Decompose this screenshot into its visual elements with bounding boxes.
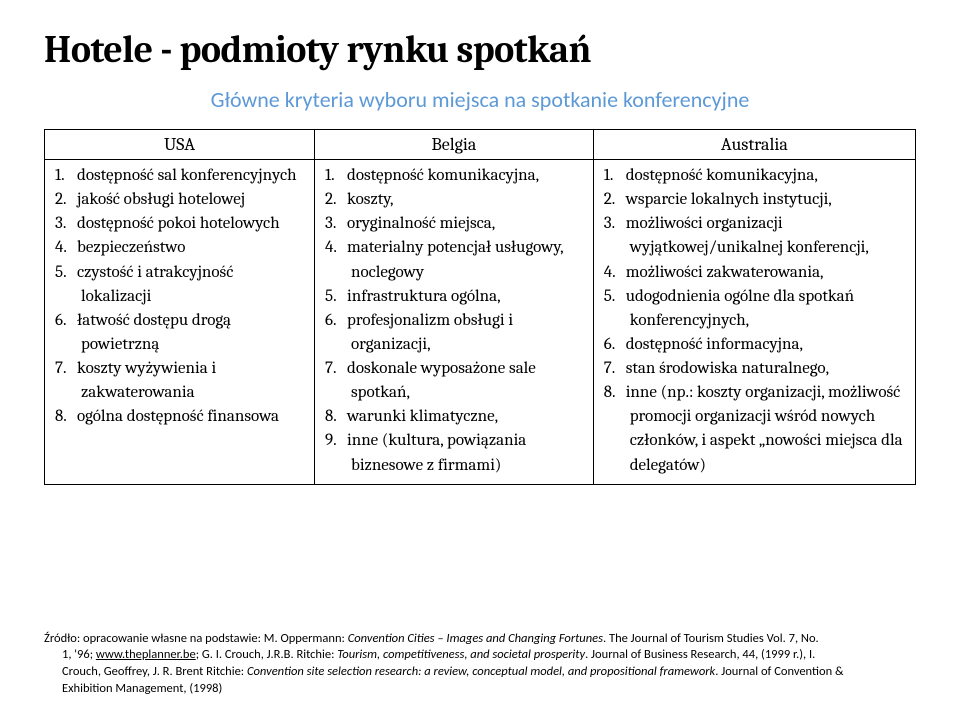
criteria-table: USA Belgia Australia dostępność sal konf…	[44, 129, 916, 485]
source-line3b: . Journal of Convention &	[715, 664, 843, 679]
source-citation: Źródło: opracowanie własne na podstawie:…	[44, 631, 916, 699]
list-item: materialny potencjał usługowy, noclegowy	[325, 236, 583, 284]
list-item: profesjonalizm obsługi i organizacji,	[325, 309, 583, 357]
list-item: wsparcie lokalnych instytucji,	[604, 188, 905, 212]
list-item: koszty wyżywienia i zakwaterowania	[55, 357, 304, 405]
list-item: możliwości zakwaterowania,	[604, 261, 905, 285]
list-item: stan środowiska naturalnego,	[604, 357, 905, 381]
source-cite3: Convention site selection research: a re…	[247, 664, 715, 679]
source-prefix: Źródło: opracowanie własne na podstawie:…	[44, 631, 348, 646]
list-item: możliwości organizacji wyjątkowej/unikal…	[604, 212, 905, 260]
list-item: dostępność sal konferencyjnych	[55, 164, 304, 188]
source-cite2: Tourism, competitiveness, and societal p…	[337, 647, 585, 662]
list-item: koszty,	[325, 188, 583, 212]
list-item: dostępność pokoi hotelowych	[55, 212, 304, 236]
source-line3a: Crouch, Geoffrey, J. R. Brent Ritchie:	[62, 664, 247, 679]
list-item: udogodnienia ogólne dla spotkań konferen…	[604, 285, 905, 333]
col-header-australia: Australia	[593, 130, 915, 160]
col-header-usa: USA	[45, 130, 315, 160]
list-item: doskonale wyposażone sale spotkań,	[325, 357, 583, 405]
list-item: bezpieczeństwo	[55, 236, 304, 260]
cell-belgia: dostępność komunikacyjna,koszty,oryginal…	[315, 160, 594, 485]
list-item: dostępność komunikacyjna,	[604, 164, 905, 188]
list-item: łatwość dostępu drogą powietrzną	[55, 309, 304, 357]
col-header-belgia: Belgia	[315, 130, 594, 160]
list-item: infrastruktura ogólna,	[325, 285, 583, 309]
list-item: inne (kultura, powiązania biznesowe z fi…	[325, 429, 583, 477]
source-line2b: ; G. I. Crouch, J.R.B. Ritchie:	[196, 647, 338, 662]
list-item: czystość i atrakcyjność lokalizacji	[55, 261, 304, 309]
source-mid1: . The Journal of Tourism Studies Vol. 7,…	[603, 631, 819, 646]
list-item: jakość obsługi hotelowej	[55, 188, 304, 212]
page-subtitle: Główne kryteria wyboru miejsca na spotka…	[44, 86, 916, 113]
list-item: oryginalność miejsca,	[325, 212, 583, 236]
list-item: warunki klimatyczne,	[325, 405, 583, 429]
list-item: inne (np.: koszty organizacji, możliwość…	[604, 381, 905, 478]
cell-usa: dostępność sal konferencyjnychjakość obs…	[45, 160, 315, 485]
page-title: Hotele - podmioty rynku spotkań	[44, 28, 916, 72]
source-cite1: Convention Cities – Images and Changing …	[348, 631, 603, 646]
list-item: ogólna dostępność finansowa	[55, 405, 304, 429]
list-item: dostępność informacyjna,	[604, 333, 905, 357]
source-link: www.theplanner.be	[96, 647, 196, 662]
list-item: dostępność komunikacyjna,	[325, 164, 583, 188]
cell-australia: dostępność komunikacyjna,wsparcie lokaln…	[593, 160, 915, 485]
source-line2c: . Journal of Business Research, 44, (199…	[585, 647, 815, 662]
table-header-row: USA Belgia Australia	[45, 130, 916, 160]
table-row: dostępność sal konferencyjnychjakość obs…	[45, 160, 916, 485]
source-line4: Exhibition Management, (1998)	[44, 681, 916, 698]
source-line2a: 1, '96;	[62, 647, 96, 662]
